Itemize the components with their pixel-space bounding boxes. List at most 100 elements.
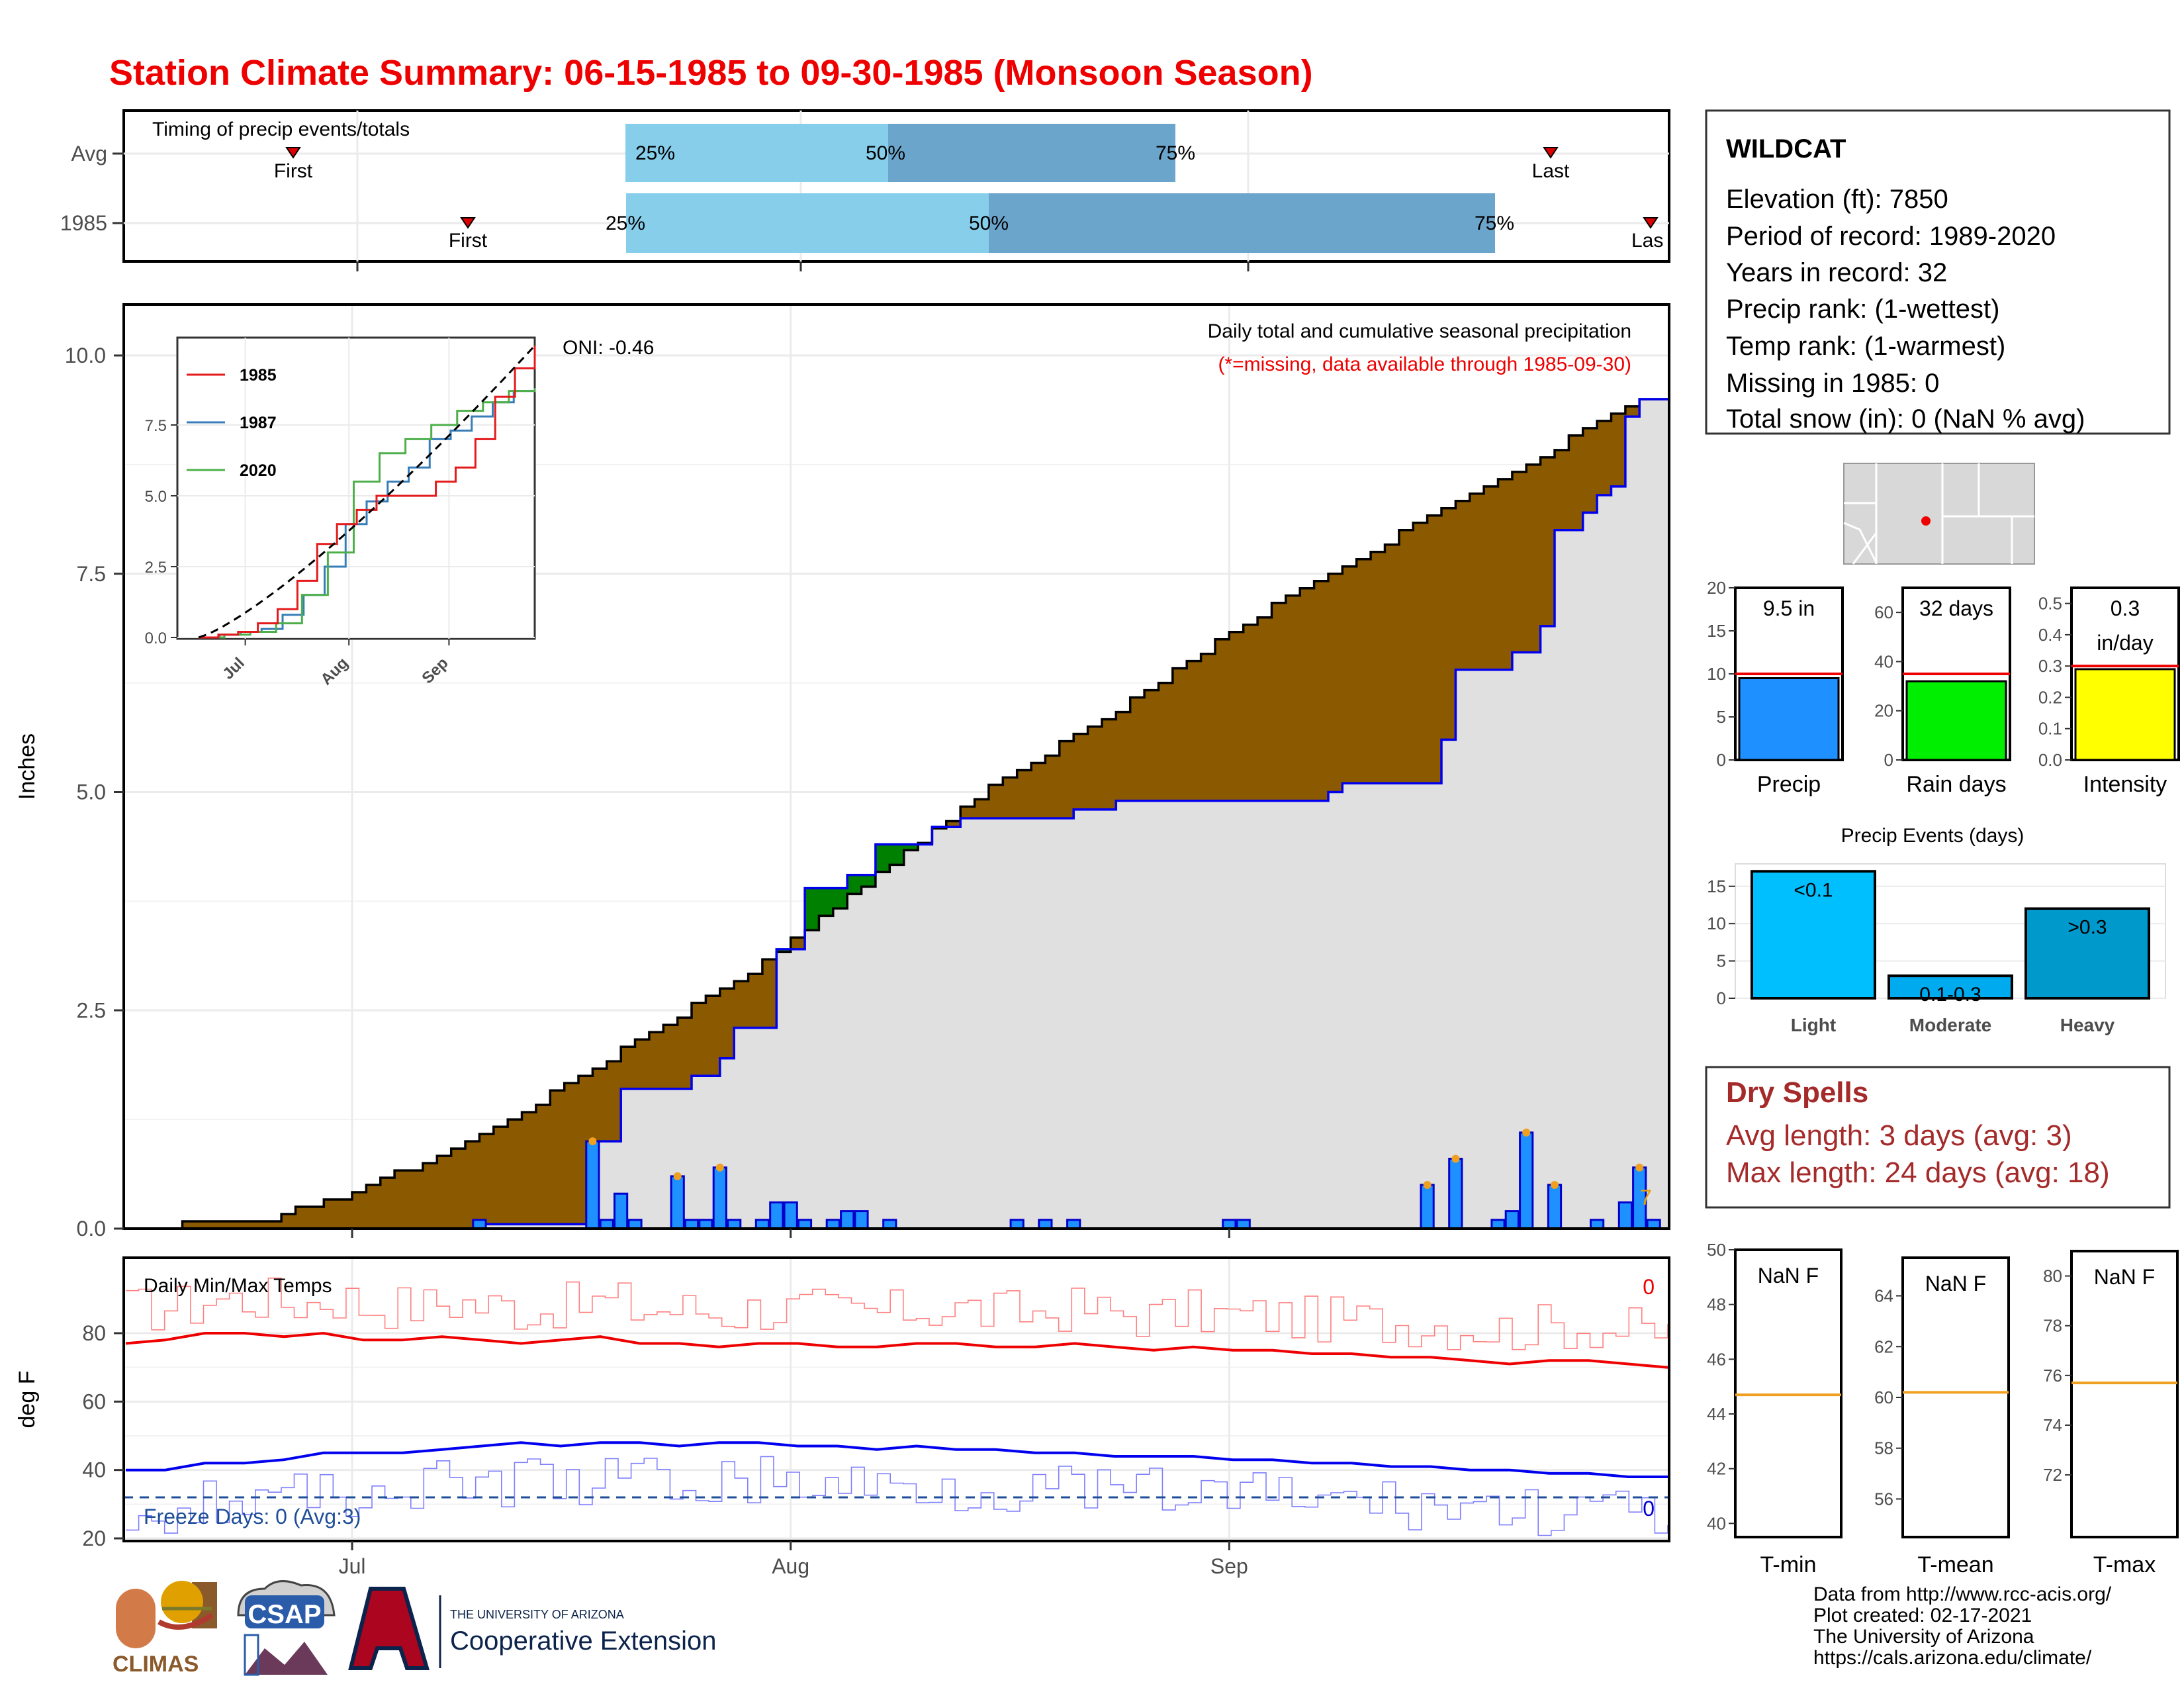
precip-departure-strip bbox=[295, 1207, 310, 1229]
summary-bar-fill bbox=[1738, 677, 1840, 761]
precip-departure-strip bbox=[1187, 661, 1202, 801]
daily-precip-marker bbox=[1451, 1154, 1460, 1163]
temp-summary-ytick: 74 bbox=[2043, 1415, 2062, 1435]
precip-departure-strip bbox=[465, 1141, 480, 1229]
ua-logo: THE UNIVERSITY OF ARIZONA Cooperative Ex… bbox=[348, 1587, 716, 1670]
temp-xtick: Sep bbox=[1210, 1554, 1248, 1578]
year-iqr-high-bar bbox=[989, 193, 1495, 253]
precip-departure-strip bbox=[719, 988, 735, 1058]
precip-departure-strip bbox=[903, 844, 919, 851]
daily-precip-marker bbox=[673, 1172, 682, 1180]
temp-summary-ytick: 42 bbox=[1707, 1459, 1726, 1479]
csap-logo-text: CSAP bbox=[248, 1600, 321, 1629]
precip-event-ytick: 5 bbox=[1717, 951, 1726, 971]
dry-spells-title: Dry Spells bbox=[1726, 1076, 1868, 1109]
station-location-marker bbox=[1921, 516, 1931, 526]
year-first-label: First bbox=[449, 230, 488, 252]
precip-departure-strip bbox=[677, 1017, 692, 1089]
summary-bar-ytick: 5 bbox=[1717, 707, 1726, 727]
daily-precip-marker bbox=[1522, 1128, 1531, 1137]
daily-precip-marker bbox=[715, 1163, 724, 1172]
precip-departure-strip bbox=[889, 844, 905, 865]
precip-departure-strip bbox=[196, 1221, 211, 1229]
summary-bar-ytick: 0.1 bbox=[2038, 719, 2062, 739]
precip-departure-strip bbox=[1285, 595, 1300, 801]
precip-event-ytick: 10 bbox=[1707, 914, 1726, 933]
avg-last-marker bbox=[1543, 147, 1559, 159]
freeze-count: 0 bbox=[1643, 1497, 1655, 1521]
precip-departure-strip bbox=[408, 1170, 424, 1229]
daily-precip-marker bbox=[1423, 1181, 1432, 1189]
precip-departure-strip bbox=[988, 784, 1003, 819]
precip-departure-strip bbox=[649, 1032, 664, 1089]
precip-departure-strip bbox=[1073, 733, 1089, 810]
temp-summary-name: T-min bbox=[1760, 1552, 1817, 1577]
precip-departure-strip bbox=[338, 1199, 353, 1229]
dry-spells-box: Dry Spells Avg length: 3 days (avg: 3) M… bbox=[1705, 1066, 2171, 1209]
daily-precip-marker bbox=[1551, 1181, 1559, 1189]
summary-bar-ytick: 0 bbox=[1717, 750, 1726, 770]
precip-departure-strip bbox=[508, 1119, 523, 1225]
precip-departure-strip bbox=[1526, 464, 1541, 653]
inset-ytick: 7.5 bbox=[145, 417, 167, 435]
avg-p25-label: 25% bbox=[635, 142, 675, 164]
precip-departure-strip bbox=[1172, 668, 1187, 801]
location-map bbox=[1843, 463, 2035, 565]
temp-summary-name: T-max bbox=[2093, 1552, 2156, 1577]
temp-summary-ytick: 58 bbox=[1874, 1438, 1893, 1458]
avg-first-marker bbox=[285, 147, 301, 159]
precip-departure-strip bbox=[819, 888, 834, 916]
precip-departure-strip bbox=[1271, 602, 1287, 801]
temp-summary-t-min: NaN F 40 42 44 46 48 50 T-min bbox=[1707, 1240, 1843, 1577]
daily-precip-bar bbox=[840, 1210, 855, 1230]
precip-departure-strip bbox=[1625, 406, 1640, 417]
ua-logo-big-text: Cooperative Extension bbox=[450, 1626, 716, 1656]
summary-bar-ytick: 40 bbox=[1874, 651, 1893, 671]
avg-min-temp-line bbox=[126, 1441, 1668, 1478]
precip-event-category: Moderate bbox=[1909, 1015, 1991, 1035]
precip-departure-strip bbox=[960, 806, 976, 819]
precip-departure-strip bbox=[1469, 493, 1484, 670]
precip-departure-strip bbox=[1059, 741, 1074, 819]
station-snow: Total snow (in): 0 (NaN % avg) bbox=[1726, 404, 2085, 434]
precip-departure-strip bbox=[1356, 559, 1371, 784]
precip-departure-strip bbox=[1158, 682, 1173, 801]
temp-summary-ytick: 60 bbox=[1874, 1387, 1893, 1407]
daily-precip-bar bbox=[1519, 1131, 1534, 1230]
precip-event-category: Heavy bbox=[2060, 1015, 2115, 1035]
temp-summary-ytick: 40 bbox=[1707, 1513, 1726, 1533]
precip-departure-strip bbox=[1130, 697, 1145, 801]
summary-bar-ytick: 0 bbox=[1884, 750, 1893, 770]
precip-departure-strip bbox=[437, 1156, 452, 1229]
temp-summary-ytick: 72 bbox=[2043, 1465, 2062, 1485]
precip-departure-strip bbox=[1427, 515, 1442, 784]
temp-xtick: Jul bbox=[339, 1554, 366, 1578]
temp-ytick: 60 bbox=[82, 1389, 106, 1413]
daily-precip-bar bbox=[614, 1192, 629, 1230]
dry-spells-max: Max length: 24 days (avg: 18) bbox=[1726, 1156, 2110, 1189]
credit-line-4: https://cals.arizona.edu/climate/ bbox=[1813, 1647, 2092, 1669]
precip-departure-strip bbox=[239, 1221, 253, 1229]
precip-departure-strip bbox=[380, 1178, 395, 1229]
precip-departure-strip bbox=[776, 949, 792, 953]
temp-summary-ytick: 78 bbox=[2043, 1316, 2062, 1336]
precip-subheading: (*=missing, data available through 1985-… bbox=[1218, 353, 1631, 375]
avg-iqr-low-bar bbox=[625, 124, 888, 182]
temp-summary-ytick: 48 bbox=[1707, 1295, 1726, 1315]
summary-bar-name: Precip bbox=[1757, 772, 1821, 797]
credits: Data from http://www.rcc-acis.org/ Plot … bbox=[1813, 1583, 2112, 1669]
oni-label: ONI: -0.46 bbox=[563, 337, 654, 359]
precip-departure-strip bbox=[1328, 573, 1343, 792]
temp-summary-ytick: 76 bbox=[2043, 1366, 2062, 1385]
year-iqr-low-bar bbox=[626, 193, 989, 253]
summary-bar-rain-days: 32 days 0 20 40 60 Rain days bbox=[1874, 586, 2011, 797]
credit-line-2: Plot created: 02-17-2021 bbox=[1813, 1605, 2032, 1626]
daily-precip-bar bbox=[670, 1175, 685, 1230]
daily-precip-bar bbox=[585, 1140, 600, 1230]
precip-ytick: 0.0 bbox=[77, 1217, 106, 1241]
credit-line-3: The University of Arizona bbox=[1813, 1626, 2034, 1648]
temp-summary-value: NaN F bbox=[1758, 1264, 1819, 1288]
precip-departure-strip bbox=[833, 888, 848, 909]
cumulative-observed-area bbox=[126, 399, 1668, 1229]
